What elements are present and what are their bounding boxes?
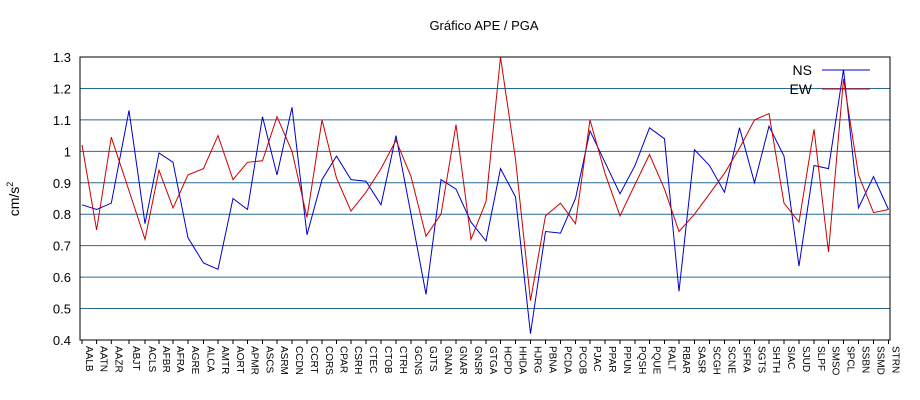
x-tick-label: SLPF: [815, 346, 826, 371]
x-tick-label: ACLS: [146, 346, 157, 372]
x-tick-label: ALCA: [205, 346, 216, 372]
x-tick-label: CSRH: [352, 346, 363, 374]
x-tick-label: GNAR: [457, 346, 468, 375]
series-line-ew: [81, 56, 889, 301]
x-tick-label: PPAR: [606, 346, 617, 373]
x-tick-label: STRN: [890, 346, 901, 373]
y-tick-label: 0.7: [53, 239, 71, 254]
x-tick-label: SHTH: [770, 346, 781, 373]
x-tick-label: AFRA: [174, 346, 185, 373]
x-tick-label: GTGA: [487, 346, 498, 375]
x-tick-label: RALT: [666, 346, 677, 371]
x-tick-label: HHDA: [517, 346, 528, 375]
x-tick-label: AALB: [83, 346, 94, 372]
legend-label-ew: EW: [789, 81, 812, 97]
x-tick-label: SMSO: [830, 346, 841, 376]
x-tick-label: PQUE: [651, 346, 662, 375]
x-tick-label: PCOB: [577, 346, 588, 375]
y-tick-label: 0.8: [53, 207, 71, 222]
x-tick-label: GJTS: [427, 346, 438, 372]
x-tick-label: ASCS: [264, 346, 275, 374]
x-tick-label: PJAC: [591, 346, 602, 372]
series-line-ns: [81, 69, 889, 334]
y-axis-label-text: cm/s: [6, 187, 22, 217]
x-tick-label: SSBN: [860, 346, 871, 373]
x-ticks: AALB AATN AAZR ABJT ACLS AFBR AFRA AGRE ALCA AMTR…: [81, 340, 901, 376]
x-tick-label: AAZR: [112, 346, 123, 373]
x-tick-label: CTRH: [397, 346, 408, 374]
x-tick-label: PPUN: [621, 346, 632, 374]
y-tick-label: 1.1: [53, 113, 71, 128]
x-tick-label: AATN: [98, 346, 109, 372]
x-tick-label: GCNS: [412, 346, 423, 375]
y-axis-label-superscript: 2: [5, 182, 15, 187]
legend: NS EW: [789, 62, 870, 97]
y-tick-label: 0.4: [53, 333, 71, 348]
x-tick-label: PCDA: [562, 346, 573, 374]
x-tick-label: PBNA: [547, 346, 558, 374]
x-tick-label: AORT: [234, 346, 245, 374]
legend-label-ns: NS: [793, 62, 812, 78]
grid: [80, 87, 890, 310]
y-tick-label: 1: [64, 144, 71, 159]
x-tick-label: AFBR: [160, 346, 171, 373]
x-tick-label: SPCL: [845, 346, 856, 373]
y-tick-label: 0.9: [53, 176, 71, 191]
y-tick-label: 1.2: [53, 81, 71, 96]
x-tick-label: AGRE: [189, 346, 200, 375]
x-tick-label: PQSH: [636, 346, 647, 374]
x-tick-label: CPAR: [338, 346, 349, 373]
x-tick-label: HCPD: [502, 346, 513, 374]
x-tick-label: CORS: [323, 346, 334, 375]
x-tick-label: SGTS: [756, 346, 767, 374]
y-tick-label: 0.6: [53, 270, 71, 285]
x-tick-label: CCRT: [308, 346, 319, 374]
x-tick-label: SASR: [696, 346, 707, 373]
series-lines: [81, 56, 889, 334]
x-tick-label: ABJT: [130, 346, 141, 370]
x-tick-label: RBAR: [680, 346, 691, 374]
y-tick-label: 0.5: [53, 302, 71, 317]
x-tick-label: SCGH: [711, 346, 722, 375]
x-tick-label: CCDN: [293, 346, 304, 375]
x-tick-label: CTOB: [382, 346, 393, 374]
x-tick-label: SSMD: [875, 346, 886, 375]
x-tick-label: SCNE: [726, 346, 737, 374]
x-tick-label: ASRM: [278, 346, 289, 375]
y-tick-label: 1.3: [53, 50, 71, 65]
x-tick-label: SFRA: [741, 346, 752, 373]
x-tick-label: APMR: [249, 346, 260, 375]
x-tick-label: CTEC: [367, 346, 378, 373]
x-tick-label: GNSR: [472, 346, 483, 375]
svg-text:cm/s2: cm/s2: [5, 182, 22, 217]
chart-title: Gráfico APE / PGA: [429, 18, 538, 33]
x-tick-label: SIAC: [785, 346, 796, 369]
x-tick-label: GNAN: [442, 346, 453, 375]
x-tick-label: HJRG: [532, 346, 543, 373]
y-ticks: 0.4 0.5 0.6 0.7 0.8 0.9 1 1.1 1.2 1.3: [53, 50, 71, 348]
x-tick-label: SJUD: [800, 346, 811, 372]
y-axis-label: cm/s2: [5, 182, 22, 217]
x-tick-label: AMTR: [219, 346, 230, 374]
plot-frame: [79, 56, 891, 341]
